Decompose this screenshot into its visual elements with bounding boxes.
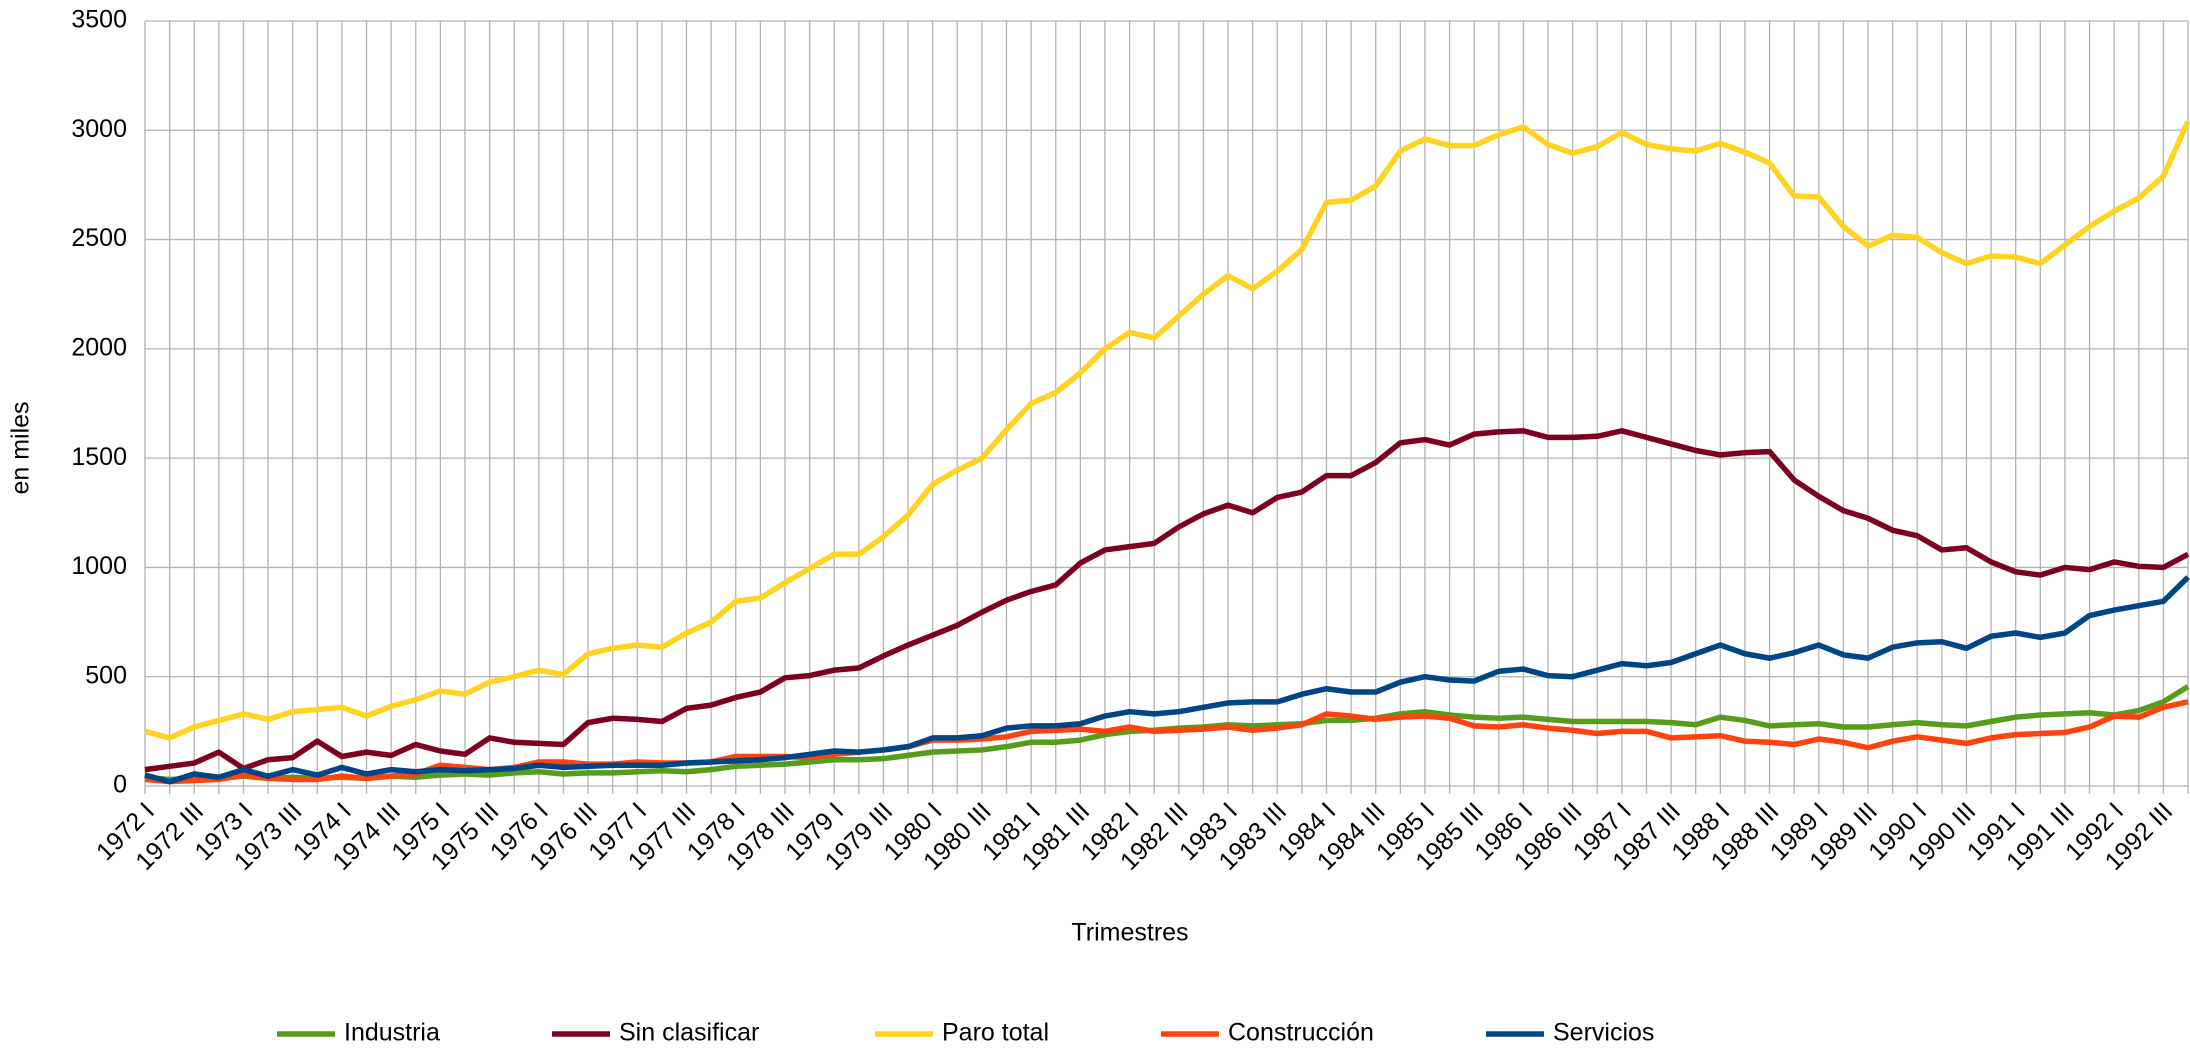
legend-label: Servicios bbox=[1553, 1019, 1654, 1047]
y-tick-label: 2000 bbox=[71, 333, 127, 361]
line-series bbox=[144, 120, 2190, 741]
y-tick-label: 1000 bbox=[71, 552, 127, 580]
y-tick-label: 3000 bbox=[71, 115, 127, 143]
legend-label: Paro total bbox=[942, 1019, 1049, 1047]
y-tick-label: 3500 bbox=[71, 6, 127, 34]
legend-label: Industria bbox=[344, 1019, 440, 1047]
line-series bbox=[144, 428, 2190, 773]
legend-label: Construcción bbox=[1228, 1019, 1374, 1047]
y-tick-label: 2500 bbox=[71, 224, 127, 252]
y-axis-title: en miles bbox=[7, 401, 35, 494]
line-series bbox=[144, 575, 2190, 785]
y-tick-label: 0 bbox=[113, 771, 127, 799]
x-axis-title: Trimestres bbox=[1071, 919, 1188, 947]
legend-label: Sin clasificar bbox=[619, 1019, 759, 1047]
y-tick-label: 1500 bbox=[71, 443, 127, 471]
y-tick-label: 500 bbox=[85, 661, 127, 689]
